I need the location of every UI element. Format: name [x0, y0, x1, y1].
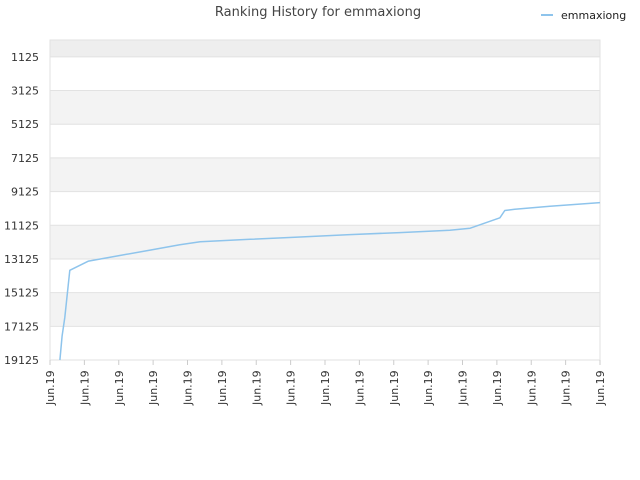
series-line-emmaxiong [59, 201, 601, 361]
plot-background-bands [50, 40, 600, 360]
x-tick-label: Jun.19 [113, 370, 126, 406]
y-axis-ticks: 1125 3125 5125 7125 9125 11125 13125 15125 17125… [4, 51, 39, 367]
legend-label: emmaxiong [561, 9, 626, 22]
x-tick-label: Jun.19 [422, 370, 435, 406]
y-tick-label: 17125 [4, 320, 39, 333]
x-tick-label: Jun.19 [44, 370, 57, 406]
x-tick-label: Jun.19 [353, 370, 366, 406]
x-tick-label: Jun.19 [525, 370, 538, 406]
x-tick-label: Jun.19 [216, 370, 229, 406]
x-tick-label: Jun.19 [285, 370, 298, 406]
x-tick-label: Jun.19 [594, 370, 607, 406]
plot-band [50, 225, 600, 259]
y-tick-label: 1125 [11, 51, 39, 64]
plot-band [50, 124, 600, 158]
plot-band [50, 90, 600, 125]
plot-band [50, 191, 600, 226]
y-tick-label: 7125 [11, 152, 39, 165]
x-tick-label: Jun.19 [388, 370, 401, 406]
y-tick-label: 19125 [4, 354, 39, 367]
legend: emmaxiong [541, 9, 626, 22]
x-tick-label: Jun.19 [319, 370, 332, 406]
x-axis-ticks: Jun.19 Jun.19 Jun.19 Jun.19 Jun.19 Jun.19 Jun.… [44, 360, 607, 406]
x-tick-label: Jun.19 [147, 370, 160, 406]
y-tick-label: 13125 [4, 253, 39, 266]
y-tick-label: 15125 [4, 287, 39, 300]
x-tick-label: Jun.19 [78, 370, 91, 406]
chart-title: Ranking History for emmaxiong [215, 5, 421, 20]
plot-band [50, 292, 600, 327]
plot-band [50, 56, 600, 91]
x-tick-label: Jun.19 [457, 370, 470, 406]
x-tick-label: Jun.19 [182, 370, 195, 406]
plot-band [50, 326, 600, 360]
x-tick-label: Jun.19 [491, 370, 504, 406]
y-tick-label: 9125 [11, 186, 39, 199]
plot-band [50, 258, 600, 293]
y-tick-label: 3125 [11, 85, 39, 98]
grid-lines [49, 39, 601, 361]
plot-band [50, 40, 600, 57]
x-tick-label: Jun.19 [250, 370, 263, 406]
x-tick-label: Jun.19 [560, 370, 573, 406]
series-lines [59, 201, 601, 361]
y-tick-label: 11125 [4, 219, 39, 232]
y-tick-label: 5125 [11, 118, 39, 131]
plot-band [50, 157, 600, 192]
